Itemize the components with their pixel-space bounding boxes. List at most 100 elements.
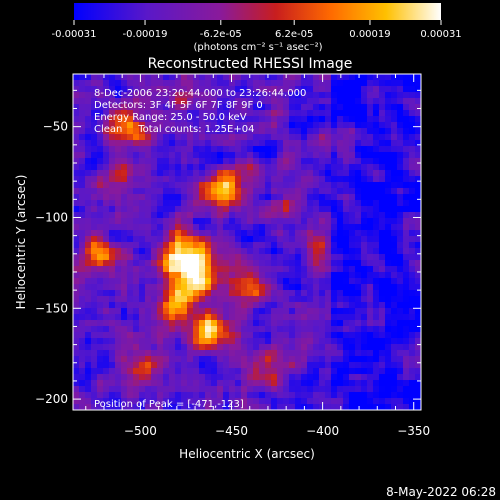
heatmap-cell — [355, 254, 362, 261]
heatmap-cell — [211, 80, 218, 87]
heatmap-cell — [85, 374, 92, 381]
heatmap-cell — [91, 152, 98, 159]
heatmap-cell — [97, 128, 104, 135]
heatmap-cell — [319, 290, 326, 297]
heatmap-cell — [247, 284, 254, 291]
heatmap-cell — [85, 320, 92, 327]
heatmap-cell — [295, 404, 302, 410]
heatmap-cell — [373, 230, 380, 237]
heatmap-cell — [313, 374, 320, 381]
heatmap-cell — [313, 242, 320, 249]
heatmap-cell — [103, 374, 110, 381]
heatmap-cell — [355, 224, 362, 231]
heatmap-cell — [379, 236, 386, 243]
heatmap-cell — [409, 218, 416, 225]
heatmap-cell — [415, 140, 421, 147]
heatmap-cell — [91, 140, 98, 147]
heatmap-cell — [229, 374, 236, 381]
heatmap-cell — [175, 344, 182, 351]
heatmap-cell — [235, 152, 242, 159]
heatmap-cell — [187, 260, 194, 267]
heatmap-cell — [373, 380, 380, 387]
heatmap-cell — [391, 200, 398, 207]
heatmap-cell — [181, 392, 188, 399]
heatmap-cell — [355, 86, 362, 93]
heatmap-cell — [409, 92, 416, 99]
heatmap-cell — [199, 152, 206, 159]
heatmap-cell — [109, 398, 116, 405]
heatmap-cell — [157, 194, 164, 201]
heatmap-cell — [385, 218, 392, 225]
heatmap-cell — [247, 98, 254, 105]
heatmap-cell — [229, 140, 236, 147]
heatmap-cell — [121, 218, 128, 225]
heatmap-cell — [307, 188, 314, 195]
heatmap-cell — [343, 86, 350, 93]
heatmap-cell — [157, 290, 164, 297]
heatmap-cell — [109, 104, 116, 111]
heatmap-cell — [265, 320, 272, 327]
heatmap-cell — [367, 200, 374, 207]
heatmap-cell — [91, 170, 98, 177]
heatmap-cell — [265, 362, 272, 369]
heatmap-cell — [337, 344, 344, 351]
heatmap-cell — [115, 188, 122, 195]
heatmap-cell — [331, 284, 338, 291]
heatmap-cell — [289, 374, 296, 381]
heatmap-cell — [199, 140, 206, 147]
heatmap-cell — [127, 218, 134, 225]
heatmap-cell — [139, 206, 146, 213]
heatmap-cell — [193, 140, 200, 147]
heatmap-cell — [415, 86, 421, 93]
heatmap-cell — [73, 278, 80, 285]
heatmap-cell — [325, 338, 332, 345]
heatmap-cell — [91, 302, 98, 309]
heatmap-cell — [97, 290, 104, 297]
heatmap-cell — [367, 116, 374, 123]
heatmap-cell — [223, 236, 230, 243]
heatmap-cell — [145, 236, 152, 243]
heatmap-cell — [157, 200, 164, 207]
heatmap-cell — [289, 398, 296, 405]
heatmap-cell — [115, 392, 122, 399]
heatmap-cell — [307, 386, 314, 393]
heatmap-cell — [91, 86, 98, 93]
heatmap-cell — [187, 218, 194, 225]
heatmap-cell — [235, 248, 242, 255]
heatmap-cell — [415, 152, 421, 159]
heatmap-cell — [319, 218, 326, 225]
heatmap-cell — [331, 374, 338, 381]
heatmap-cell — [409, 266, 416, 273]
heatmap-cell — [391, 104, 398, 111]
heatmap-cell — [187, 296, 194, 303]
heatmap-cell — [199, 170, 206, 177]
heatmap-cell — [91, 368, 98, 375]
heatmap-cell — [85, 266, 92, 273]
heatmap-cell — [379, 314, 386, 321]
heatmap-cell — [217, 302, 224, 309]
heatmap-cell — [283, 80, 290, 87]
heatmap-cell — [73, 362, 80, 369]
heatmap-cell — [331, 122, 338, 129]
heatmap-cell — [115, 92, 122, 99]
heatmap-cell — [139, 254, 146, 261]
heatmap-cell — [295, 218, 302, 225]
heatmap-cell — [85, 326, 92, 333]
heatmap-cell — [73, 146, 80, 153]
heatmap-cell — [367, 368, 374, 375]
heatmap-cell — [253, 110, 260, 117]
heatmap-cell — [229, 344, 236, 351]
heatmap-cell — [157, 164, 164, 171]
heatmap-cell — [181, 302, 188, 309]
heatmap-cell — [223, 92, 230, 99]
annotation-method: Clean Total counts: 1.25E+04 — [94, 124, 254, 135]
heatmap-cell — [277, 194, 284, 201]
heatmap-cell — [397, 404, 404, 410]
heatmap-cell — [193, 278, 200, 285]
heatmap-cell — [175, 158, 182, 165]
heatmap-cell — [211, 368, 218, 375]
heatmap-cell — [379, 302, 386, 309]
heatmap-cell — [277, 92, 284, 99]
heatmap-cell — [349, 368, 356, 375]
heatmap-cell — [211, 170, 218, 177]
